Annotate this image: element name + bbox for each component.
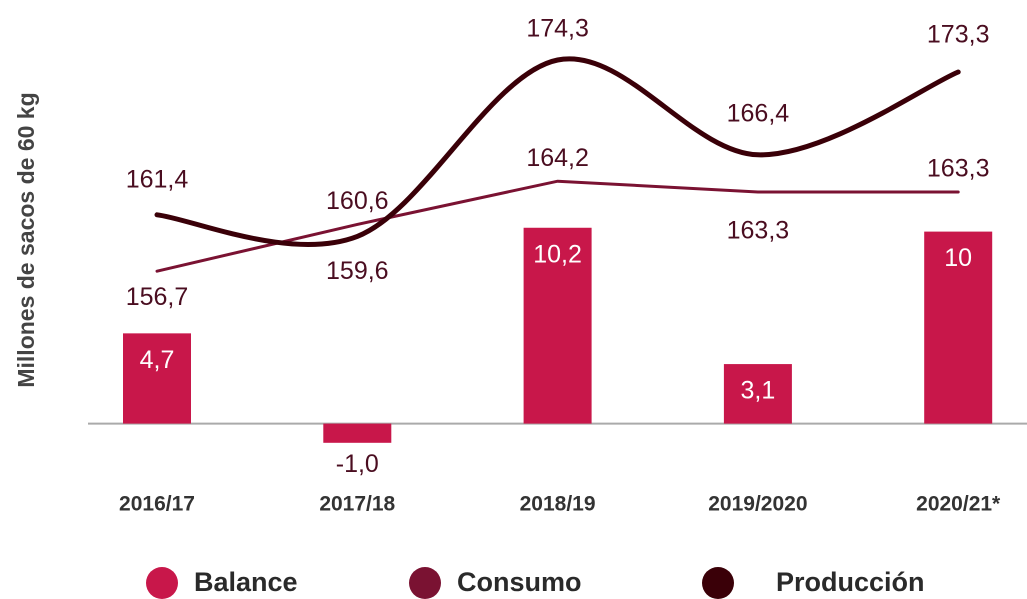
data-label: 159,6 (326, 257, 389, 285)
data-label: 174,3 (526, 15, 589, 43)
bar (723, 364, 792, 424)
data-label: -1,0 (336, 450, 379, 478)
data-label: 163,3 (927, 155, 990, 183)
legend-marker (409, 567, 441, 599)
x-tick-label: 2018/19 (520, 493, 596, 516)
bar (323, 423, 392, 443)
line (154, 56, 961, 247)
line (155, 179, 960, 273)
bar (523, 227, 592, 424)
legend-marker (146, 567, 178, 599)
x-tick-label: 2017/18 (319, 493, 395, 516)
data-label: 161,4 (126, 165, 189, 193)
bar (123, 333, 191, 424)
data-label: 160,6 (326, 187, 389, 215)
x-tick-label: 2019/2020 (708, 493, 807, 516)
bar (924, 231, 993, 424)
data-label: 173,3 (927, 21, 990, 49)
data-label: 164,2 (526, 144, 589, 172)
data-label: 156,7 (126, 283, 189, 311)
legend-label: Producción (776, 567, 925, 597)
legend-marker (702, 567, 734, 599)
legend-label: Balance (194, 567, 298, 597)
data-label: 10 (944, 244, 972, 272)
data-label: 10,2 (533, 240, 582, 268)
legend-label: Consumo (457, 567, 582, 597)
y-axis-label: Millones de sacos de 60 kg (13, 92, 39, 387)
x-tick-label: 2020/21* (916, 493, 1001, 516)
data-label: 166,4 (727, 99, 790, 127)
data-label: 163,3 (727, 217, 790, 245)
data-label: 3,1 (741, 377, 776, 405)
x-tick-label: 2016/17 (119, 493, 195, 516)
data-label: 4,7 (140, 346, 175, 374)
